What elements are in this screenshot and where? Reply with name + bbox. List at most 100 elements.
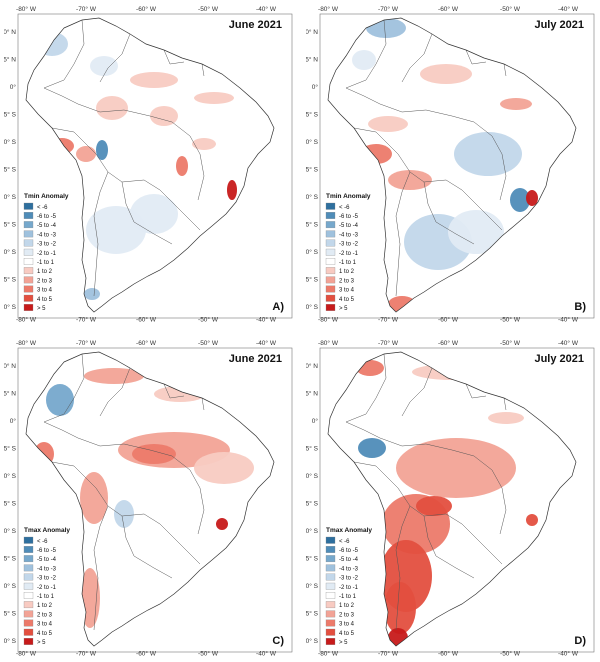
legend-label: 4 to 5 bbox=[339, 297, 355, 303]
legend-label: -5 to -4 bbox=[37, 223, 57, 229]
left-tick-label: -5° S bbox=[4, 445, 17, 453]
left-tick-label: -40° S bbox=[4, 637, 17, 645]
legend-label: 3 to 4 bbox=[37, 288, 53, 294]
legend-swatch bbox=[23, 285, 34, 293]
country-border bbox=[43, 353, 85, 423]
left-tick-label: 5° N bbox=[4, 390, 16, 398]
bottom-tick-label: -80° W bbox=[318, 316, 339, 323]
left-tick-label: 5° N bbox=[306, 56, 318, 64]
map-panel-b: -80° W -70° W -60° W -50° W -40° W -80° W -70°… bbox=[306, 4, 596, 322]
left-tick-label: -30° S bbox=[4, 248, 17, 256]
country-border bbox=[163, 383, 185, 399]
anomaly-cell bbox=[358, 438, 386, 458]
legend-swatch bbox=[23, 546, 34, 553]
left-tick-label: -30° S bbox=[306, 582, 319, 590]
legend-swatch bbox=[23, 619, 34, 627]
map-svg: -80° W -70° W -60° W -50° W -40° W -80° W -70°… bbox=[4, 5, 293, 323]
left-tick-label: 0° bbox=[312, 417, 319, 425]
legend-label: 3 to 4 bbox=[339, 622, 355, 628]
anomaly-layer bbox=[36, 32, 237, 300]
anomaly-cell bbox=[76, 146, 96, 162]
country-border bbox=[121, 513, 201, 565]
legend-swatch bbox=[23, 592, 34, 599]
anomaly-cell bbox=[454, 132, 522, 176]
country-border bbox=[51, 127, 123, 183]
bottom-tick-label: -80° W bbox=[16, 316, 37, 323]
top-tick-label: -50° W bbox=[198, 5, 219, 13]
anomaly-cell bbox=[192, 138, 216, 150]
bottom-tick-label: -40° W bbox=[256, 316, 277, 323]
country-border bbox=[201, 397, 205, 411]
legend-label: 4 to 5 bbox=[37, 297, 53, 303]
bottom-tick-label: -70° W bbox=[378, 316, 399, 323]
anomaly-cell bbox=[46, 384, 74, 416]
legend-swatch bbox=[325, 285, 336, 293]
legend-label: -5 to -4 bbox=[37, 557, 57, 563]
left-tick-label: 10° N bbox=[4, 362, 16, 370]
left-tick-label: -20° S bbox=[306, 527, 319, 535]
legend: Tmin Anomaly < -6 -6 to -5 -5 to -4 -4 to -3… bbox=[23, 193, 69, 312]
legend-label: -2 to -1 bbox=[339, 251, 359, 257]
country-border bbox=[345, 353, 387, 423]
anomaly-cell bbox=[384, 582, 416, 634]
legend-label: -1 to 1 bbox=[339, 594, 357, 600]
country-border bbox=[465, 383, 487, 399]
country-border bbox=[43, 87, 191, 137]
anomaly-cell bbox=[96, 96, 128, 120]
anomaly-cell bbox=[216, 518, 228, 530]
bottom-tick-label: -50° W bbox=[500, 316, 521, 323]
left-tick-label: -40° S bbox=[306, 303, 319, 311]
anomaly-cell bbox=[130, 194, 178, 234]
legend-swatch bbox=[23, 304, 34, 311]
panel-label: A) bbox=[272, 301, 284, 313]
legend-swatch bbox=[325, 582, 336, 590]
left-tick-label: -15° S bbox=[4, 166, 17, 174]
legend-label: > 5 bbox=[37, 306, 46, 312]
legend-label: -1 to 1 bbox=[37, 594, 55, 600]
legend-swatch bbox=[23, 628, 34, 636]
legend-swatch bbox=[23, 294, 34, 302]
top-tick-label: -60° W bbox=[136, 5, 157, 13]
left-tick-label: 10° N bbox=[4, 28, 16, 36]
left-tick-label: -15° S bbox=[4, 500, 17, 508]
bottom-tick-label: -70° W bbox=[76, 316, 97, 323]
legend-label: > 5 bbox=[339, 640, 348, 646]
country-border bbox=[491, 469, 507, 535]
legend-swatch bbox=[23, 230, 34, 238]
left-tick-label: 10° N bbox=[306, 362, 318, 370]
anomaly-cell bbox=[176, 156, 188, 176]
left-tick-label: 0° bbox=[10, 417, 17, 425]
coastline bbox=[25, 351, 275, 647]
anomaly-cell bbox=[526, 190, 538, 206]
legend-swatch bbox=[23, 202, 34, 210]
country-border bbox=[353, 127, 425, 183]
bottom-tick-label: -50° W bbox=[198, 650, 219, 657]
anomaly-cell bbox=[420, 64, 472, 84]
left-tick-label: -20° S bbox=[4, 193, 17, 201]
left-tick-label: -15° S bbox=[306, 500, 319, 508]
legend-swatch bbox=[23, 267, 34, 275]
legend-label: -3 to -2 bbox=[37, 242, 57, 248]
country-border bbox=[201, 63, 205, 77]
legend-swatch bbox=[325, 536, 336, 544]
country-border bbox=[99, 367, 131, 417]
legend-swatch bbox=[23, 555, 34, 563]
left-tick-label: -35° S bbox=[306, 610, 319, 618]
coastline bbox=[25, 17, 275, 313]
anomaly-cell bbox=[194, 92, 234, 104]
country-border bbox=[43, 19, 85, 89]
country-border bbox=[43, 421, 191, 471]
top-tick-label: -50° W bbox=[500, 5, 521, 13]
legend-label: -5 to -4 bbox=[339, 223, 359, 229]
country-border bbox=[93, 505, 109, 631]
anomaly-cell bbox=[352, 50, 376, 70]
legend-label: -2 to -1 bbox=[339, 585, 359, 591]
left-tick-label: -25° S bbox=[4, 555, 17, 563]
anomaly-cell bbox=[84, 288, 100, 300]
country-border bbox=[423, 181, 475, 245]
top-tick-label: -70° W bbox=[378, 339, 399, 347]
legend-label: -2 to -1 bbox=[37, 251, 57, 257]
anomaly-cell bbox=[368, 116, 408, 132]
bottom-tick-label: -40° W bbox=[256, 650, 277, 657]
panel-title: June 2021 bbox=[229, 353, 282, 365]
